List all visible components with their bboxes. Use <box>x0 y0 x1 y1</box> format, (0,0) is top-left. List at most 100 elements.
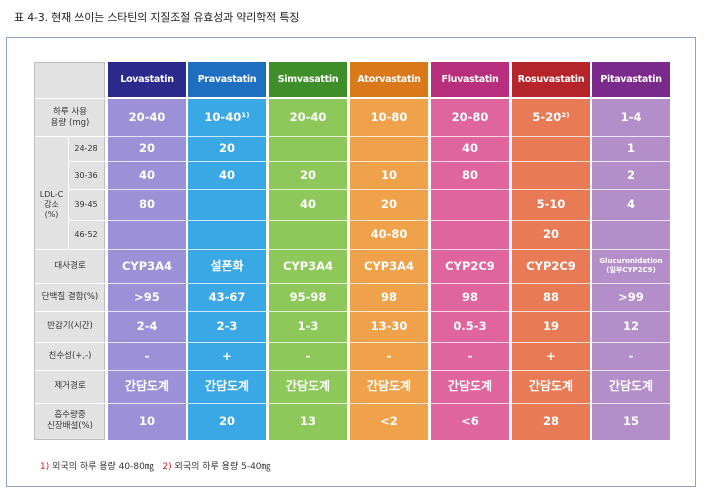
drug-column-rosuvastatin: Rosuvastatin 5-20²⁾ 5-10 20 CYP2C9 88 19 + 간담도계 2… <box>512 62 590 440</box>
row-label-elimination: 제거경로 <box>54 381 86 391</box>
cell-divider <box>431 189 509 190</box>
drug-body: 10-80 10 20 40-80 CYP3A4 98 13-30 - 간담도계 <2 <box>350 99 428 440</box>
halflife-cell: 1-3 <box>297 319 319 333</box>
row-label-column <box>34 62 105 440</box>
cell-divider <box>431 249 509 250</box>
ldl-cell: 20 <box>542 227 559 241</box>
ldl-cell: 40 <box>218 167 235 182</box>
protein-binding-cell: 95-98 <box>289 289 327 304</box>
cell-divider <box>592 136 670 137</box>
protein-binding-cell: 88 <box>542 289 559 304</box>
footnotes: 1) 외국의 하루 용량 40-80㎎ 2) 외국의 하루 용량 5-40㎎ <box>40 459 271 472</box>
ldl-cell: 40 <box>138 167 155 182</box>
ldl-cell: 20 <box>218 141 235 155</box>
elimination-cell: 간담도계 <box>124 379 170 393</box>
cell-divider <box>188 220 266 221</box>
renal-excretion-cell: 13 <box>299 414 316 428</box>
cell-divider <box>431 220 509 221</box>
ldl-sub-divider <box>68 136 69 249</box>
cell-divider <box>188 189 266 190</box>
ldl-cell <box>512 161 590 189</box>
cell-divider <box>350 370 428 371</box>
renal-excretion-cell: 10 <box>138 414 155 428</box>
cell-divider <box>592 311 670 312</box>
hydrophilicity-cell: - <box>386 348 392 363</box>
cell-divider <box>269 370 347 371</box>
row-label-dose: 하루 사용 용량 (mg) <box>50 106 90 128</box>
cell-divider <box>512 403 590 404</box>
ldl-cell: 40 <box>461 141 478 155</box>
hydrophilicity-cell: + <box>222 348 232 363</box>
cell-divider <box>350 189 428 190</box>
metabolism-cell: CYP2C9 <box>445 258 495 273</box>
halflife-cell: 2-4 <box>136 319 158 333</box>
protein-binding-cell: 43-67 <box>208 289 246 304</box>
renal-excretion-cell: <2 <box>380 414 398 428</box>
protein-binding-cell: >95 <box>134 289 160 304</box>
row-label-hydrophilicity: 친수성(+,-) <box>48 350 92 361</box>
cell-divider <box>108 136 186 137</box>
cell-divider <box>108 161 186 162</box>
protein-binding-cell: 98 <box>461 289 478 304</box>
row-divider <box>35 311 105 312</box>
hydrophilicity-cell: - <box>628 348 634 363</box>
halflife-cell: 2-3 <box>216 319 238 333</box>
elimination-cell: 간담도계 <box>608 379 654 393</box>
cell-divider <box>269 342 347 343</box>
cell-divider <box>108 311 186 312</box>
cell-divider <box>592 342 670 343</box>
cell-divider <box>188 311 266 312</box>
row-label-metabolism: 대사경로 <box>54 260 86 271</box>
row-label-renal-excretion: 흡수량중 신장배설(%) <box>47 410 93 431</box>
protein-binding-cell: 98 <box>380 289 397 304</box>
drug-body: 1-4 1 2 4 Glucuronidation (일부CYP2C9) >99 12- 간담… <box>592 99 670 440</box>
ldl-cell <box>108 220 186 249</box>
metabolism-cell: Glucuronidation (일부CYP2C9) <box>599 257 663 274</box>
halflife-cell: 13-30 <box>370 319 408 333</box>
footnote-1-text: 외국의 하루 용량 40-80㎎ <box>52 462 154 472</box>
drug-header: Rosuvastatin <box>512 62 590 97</box>
elimination-cell: 간담도계 <box>528 379 574 393</box>
row-divider <box>35 403 105 404</box>
ldl-cell <box>269 136 347 161</box>
cell-divider <box>431 311 509 312</box>
hydrophilicity-cell: + <box>546 348 556 363</box>
drug-body: 20-80 40 80 CYP2C9 98 0.5-3 - 간담도계 <6 <box>431 99 509 440</box>
ldl-cell: 20 <box>380 197 397 211</box>
row-divider <box>35 98 105 99</box>
metabolism-cell: CYP3A4 <box>121 258 173 273</box>
renal-excretion-cell: 15 <box>622 414 639 428</box>
row-divider <box>68 161 105 162</box>
ldl-cell <box>188 220 266 249</box>
cell-divider <box>512 161 590 162</box>
dose-cell: 20-80 <box>451 110 489 124</box>
footnote-2-text: 외국의 하루 용량 5-40㎎ <box>174 462 271 472</box>
drug-column-pravastatin: Pravastatin 10-40¹⁾ 20 40 설폰화 43-67 2-3 + 간담도계 20 <box>188 62 266 440</box>
cell-divider <box>592 220 670 221</box>
hydrophilicity-cell: - <box>305 348 311 363</box>
ldl-cell: 2 <box>626 167 635 182</box>
cell-divider <box>108 220 186 221</box>
ldl-range-2: 30-36 <box>74 170 98 180</box>
drug-body: 20-40 20 40 CYP3A4 95-98 1-3 - 간담도계 13 <box>269 99 347 440</box>
cell-divider <box>592 370 670 371</box>
cell-divider <box>350 342 428 343</box>
ldl-range-3: 39-45 <box>74 200 98 209</box>
cell-divider <box>269 311 347 312</box>
ldl-cell: 80 <box>461 167 478 182</box>
cell-divider <box>592 249 670 250</box>
cell-divider <box>431 403 509 404</box>
row-divider <box>68 220 105 221</box>
drug-header: Pitavastatin <box>592 62 670 97</box>
drug-header: Lovastatin <box>108 62 186 97</box>
cell-divider <box>592 161 670 162</box>
cell-divider <box>188 249 266 250</box>
cell-divider <box>512 311 590 312</box>
ldl-cell <box>512 136 590 161</box>
cell-divider <box>512 283 590 284</box>
row-divider <box>35 136 105 137</box>
drug-body: 10-40¹⁾ 20 40 설폰화 43-67 2-3 + 간담도계 20 <box>188 99 266 440</box>
cell-divider <box>512 220 590 221</box>
halflife-cell: 19 <box>542 319 559 333</box>
cell-divider <box>188 403 266 404</box>
